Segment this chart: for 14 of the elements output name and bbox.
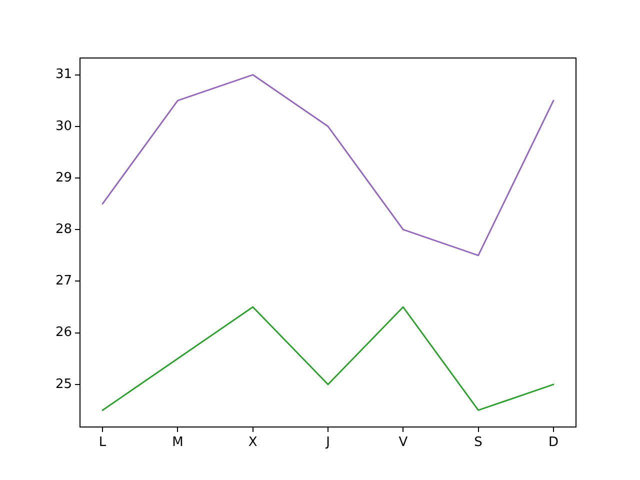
x-tick-label: S (474, 435, 482, 450)
y-tick-label: 27 (55, 274, 72, 289)
y-tick-label: 26 (55, 325, 72, 340)
x-tick-label: M (172, 435, 184, 450)
y-tick-label: 29 (55, 170, 72, 186)
x-tick-label: V (398, 435, 408, 450)
y-tick-label: 30 (55, 118, 72, 134)
x-tick-label: J (325, 435, 330, 450)
y-tick-label: 25 (55, 376, 72, 392)
y-tick-label: 31 (55, 67, 72, 82)
y-tick-label: 28 (55, 222, 72, 237)
x-tick-label: X (248, 435, 258, 450)
x-tick-label: D (548, 435, 558, 450)
x-tick-label: L (98, 435, 107, 450)
